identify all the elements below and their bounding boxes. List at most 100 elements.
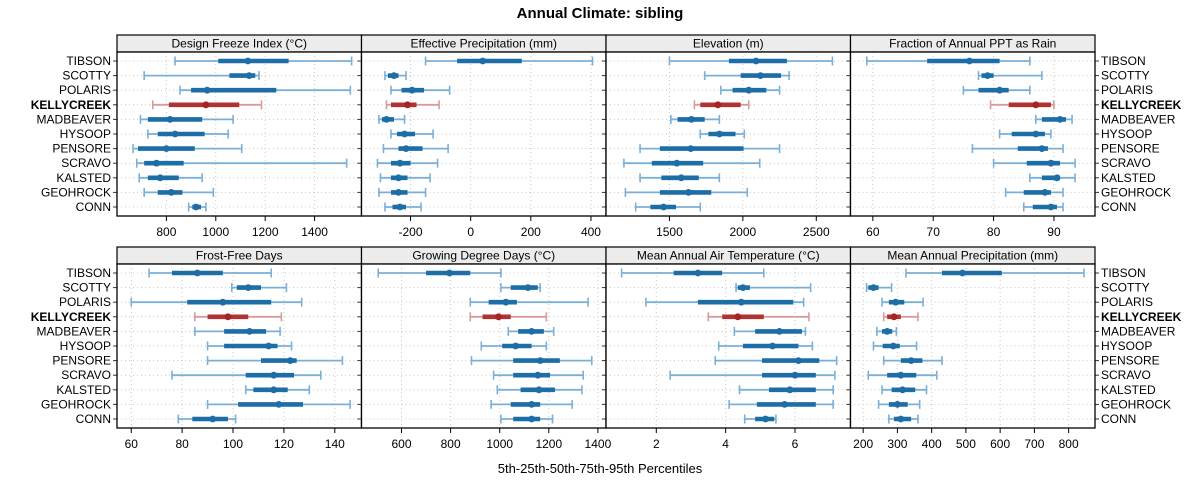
panel-border	[849, 51, 1096, 217]
median-dot	[734, 313, 742, 321]
median-dot	[1038, 145, 1046, 153]
percentile-row-scravo-frost-free-days	[171, 370, 322, 380]
median-dot	[502, 298, 510, 306]
site-label-right-scotty: SCOTTY	[1101, 281, 1150, 295]
site-label-left-geohrock: GEOHROCK	[41, 397, 111, 411]
x-tick-label: 1200	[535, 437, 562, 451]
x-tick-label: 1400	[585, 437, 612, 451]
x-tick-label: 700	[1024, 437, 1044, 451]
percentile-row-madbeaver-frost-free-days	[194, 326, 281, 336]
median-dot	[246, 328, 253, 335]
percentile-row-geohrock-mean-annual-precipitation	[877, 399, 921, 409]
site-label-left-kalsted: KALSTED	[56, 171, 111, 185]
site-label-left-tibson: TIBSON	[66, 54, 111, 68]
median-dot	[660, 203, 667, 211]
median-dot	[445, 269, 453, 277]
percentile-row-polaris-effective-precipitation	[390, 85, 451, 95]
median-dot	[202, 101, 210, 109]
x-tick-label: 300	[887, 437, 907, 451]
percentile-row-scravo-growing-degree-days	[492, 370, 584, 380]
site-label-right-pensore: PENSORE	[1101, 142, 1160, 156]
percentile-row-kalsted-growing-degree-days	[496, 385, 583, 395]
percentile-row-geohrock-mean-annual-air-temperature	[728, 399, 834, 409]
median-dot	[171, 130, 179, 138]
percentile-row-madbeaver-growing-degree-days	[507, 326, 555, 336]
percentile-row-tibson-mean-annual-air-temperature	[620, 268, 765, 278]
x-tick-label: 4	[722, 437, 729, 451]
percentile-row-tibson-growing-degree-days	[377, 268, 502, 278]
x-tick-label: 140	[325, 437, 345, 451]
median-dot	[694, 269, 702, 277]
x-tick-label: 800	[441, 437, 461, 451]
site-label-left-madbeaver: MADBEAVER	[37, 324, 112, 338]
x-tick-label: 1200	[252, 225, 279, 239]
x-tick-label: 2500	[803, 225, 830, 239]
x-tick-label: 100	[223, 437, 243, 451]
percentile-row-tibson-frost-free-days	[148, 268, 272, 278]
median-dot	[715, 130, 723, 138]
percentile-row-polaris-design-freeze-index	[179, 85, 352, 95]
median-dot	[245, 72, 253, 79]
site-label-right-conn: CONN	[1101, 412, 1136, 426]
percentile-row-conn-growing-degree-days	[500, 414, 554, 424]
panel-strip-title: Growing Degree Days (°C)	[412, 249, 555, 263]
median-dot	[495, 313, 502, 321]
panel-strip-title: Effective Precipitation (mm)	[411, 37, 558, 51]
site-label-right-pensore: PENSORE	[1101, 354, 1160, 368]
panel-design-freeze-index: Design Freeze Index (°C) 800 1000 1200 1400	[113, 34, 366, 239]
median-dot	[219, 298, 227, 306]
x-tick-label: 1500	[656, 225, 683, 239]
site-label-left-geohrock: GEOHROCK	[41, 185, 111, 199]
percentile-row-pensore-mean-annual-precipitation	[882, 356, 943, 366]
x-tick-label: 90	[1047, 225, 1061, 239]
site-label-left-polaris: POLARIS	[59, 295, 111, 309]
panel-effective-precipitation: Effective Precipitation (mm) -200 0 200 400	[357, 34, 610, 239]
x-tick-label: -200	[399, 225, 423, 239]
percentile-row-scotty-fraction-ppt-rain	[977, 71, 1043, 81]
median-dot	[781, 401, 789, 408]
median-dot	[677, 174, 685, 182]
site-label-left-scravo: SCRAVO	[61, 368, 111, 382]
median-dot	[907, 357, 915, 364]
median-dot	[536, 357, 544, 364]
median-dot	[265, 342, 273, 350]
median-dot	[203, 86, 211, 94]
median-dot	[534, 371, 542, 379]
median-dot	[166, 116, 174, 123]
site-label-left-conn: CONN	[76, 412, 111, 426]
median-dot	[786, 386, 794, 394]
percentile-row-kellycreek-fraction-ppt-rain	[989, 100, 1055, 110]
x-tick-label: 80	[175, 437, 189, 451]
percentile-row-polaris-mean-annual-precipitation	[881, 297, 924, 307]
site-label-left-scotty: SCOTTY	[62, 69, 111, 83]
median-dot	[889, 342, 897, 350]
median-dot	[769, 342, 776, 350]
percentile-row-conn-mean-annual-precipitation	[888, 414, 919, 424]
site-label-left-polaris: POLARIS	[59, 83, 111, 97]
median-dot	[745, 86, 753, 94]
median-dot	[714, 101, 722, 109]
percentile-row-kalsted-frost-free-days	[244, 385, 311, 395]
site-label-left-tibson: TIBSON	[66, 266, 111, 280]
median-dot	[193, 269, 201, 277]
median-dot	[1047, 159, 1055, 167]
x-tick-label: 2000	[730, 225, 757, 239]
percentile-row-scravo-effective-precipitation	[376, 158, 439, 168]
percentile-row-hysoop-mean-annual-air-temperature	[717, 341, 814, 351]
site-label-left-scravo: SCRAVO	[61, 156, 111, 170]
site-label-right-geohrock: GEOHROCK	[1101, 397, 1171, 411]
median-dot	[401, 130, 408, 138]
percentile-row-scotty-effective-precipitation	[384, 71, 407, 81]
percentile-row-scotty-mean-annual-air-temperature	[735, 283, 812, 293]
median-dot	[528, 415, 536, 423]
median-dot	[1032, 101, 1040, 109]
median-dot	[685, 189, 692, 196]
median-dot	[404, 101, 411, 109]
percentile-row-scotty-growing-degree-days	[500, 283, 542, 293]
median-dot	[479, 57, 487, 65]
percentile-row-kellycreek-design-freeze-index	[152, 100, 263, 110]
site-label-right-geohrock: GEOHROCK	[1101, 185, 1171, 199]
x-tick-label: 200	[521, 225, 541, 239]
x-tick-label: 600	[391, 437, 411, 451]
